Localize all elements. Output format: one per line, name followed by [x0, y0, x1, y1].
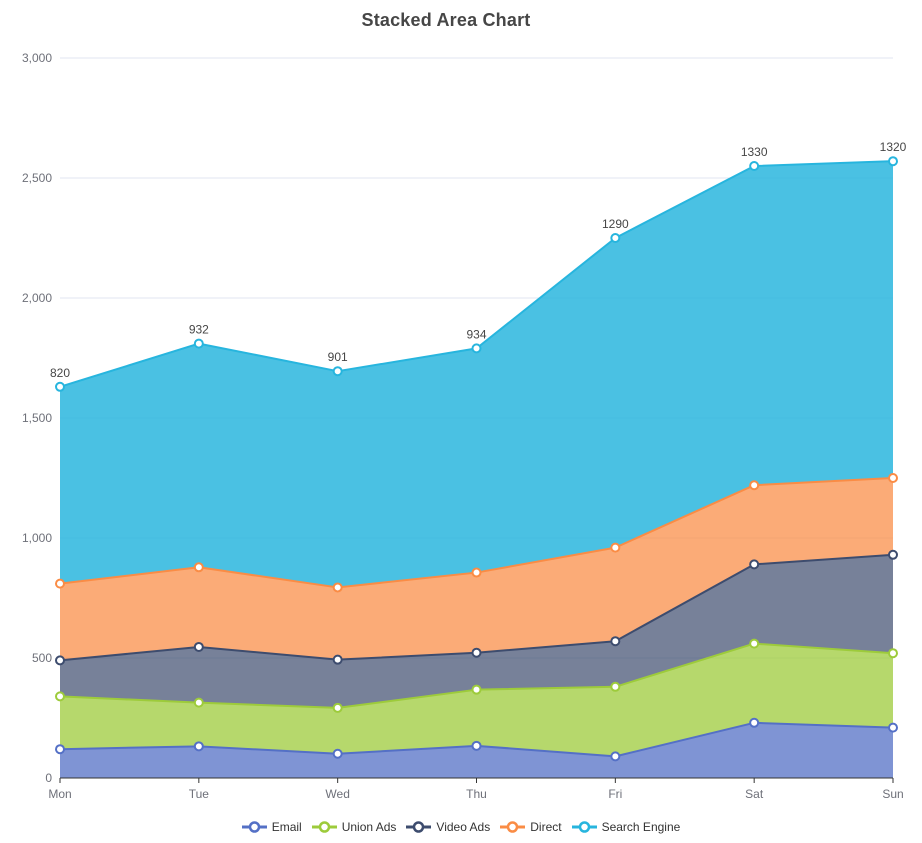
area-search-engine: [60, 161, 893, 588]
point-union-ads-fri[interactable]: [610, 681, 621, 692]
y-axis-tick-label: 3,000: [22, 51, 52, 65]
point-search-engine-fri[interactable]: [610, 233, 621, 243]
point-union-ads-wed[interactable]: [332, 702, 343, 713]
point-search-engine-tue[interactable]: [193, 338, 204, 349]
chart-title: Stacked Area Chart: [361, 10, 531, 30]
point-video-ads-thu[interactable]: [471, 647, 482, 658]
area-video-ads: [60, 554, 893, 708]
point-label: 1330: [741, 145, 768, 159]
y-axis-tick-label: 500: [32, 651, 52, 665]
point-email-wed[interactable]: [332, 748, 343, 759]
point-union-ads-sun[interactable]: [888, 648, 898, 659]
legend-item-video-ads[interactable]: Video Ads: [406, 820, 490, 834]
point-direct-sun[interactable]: [888, 473, 898, 483]
legend-label: Video Ads: [436, 820, 491, 834]
email-legend-marker-icon: [241, 821, 267, 833]
y-axis-tick-label: 0: [45, 771, 52, 785]
point-video-ads-mon[interactable]: [55, 655, 65, 666]
point-search-engine-mon[interactable]: [55, 381, 65, 392]
point-label: 934: [466, 327, 486, 341]
point-direct-sat[interactable]: [749, 480, 760, 491]
legend-item-direct[interactable]: Direct: [500, 820, 562, 834]
point-video-ads-sun[interactable]: [888, 549, 898, 560]
x-axis-tick-label: Sat: [745, 787, 764, 801]
direct-legend-marker-icon: [500, 821, 526, 833]
point-email-sun[interactable]: [888, 722, 898, 733]
legend-item-search-engine[interactable]: Search Engine: [571, 820, 681, 834]
point-label: 1290: [602, 217, 629, 231]
point-email-mon[interactable]: [55, 744, 65, 755]
point-label: 932: [189, 323, 209, 337]
point-video-ads-sat[interactable]: [749, 559, 760, 570]
x-axis-tick-label: Sun: [882, 787, 903, 801]
legend-label: Search Engine: [601, 820, 681, 834]
point-search-engine-sat[interactable]: [749, 161, 760, 171]
point-direct-wed[interactable]: [332, 582, 343, 593]
legend-label: Email: [271, 820, 302, 834]
area-direct: [60, 478, 893, 661]
point-direct-thu[interactable]: [471, 567, 482, 578]
point-search-engine-wed[interactable]: [332, 366, 343, 377]
point-direct-fri[interactable]: [610, 542, 621, 553]
point-email-sat[interactable]: [749, 717, 760, 728]
point-direct-tue[interactable]: [193, 562, 204, 573]
legend-item-union-ads[interactable]: Union Ads: [311, 820, 397, 834]
y-axis-tick-label: 1,500: [22, 411, 52, 425]
point-union-ads-thu[interactable]: [471, 684, 482, 695]
point-label: 1320: [880, 140, 907, 154]
union-ads-legend-marker-icon: [311, 821, 337, 833]
point-union-ads-mon[interactable]: [55, 691, 65, 702]
legend-label: Direct: [530, 820, 562, 834]
area-union-ads: [60, 643, 893, 757]
y-axis-tick-label: 2,000: [22, 291, 52, 305]
point-union-ads-sat[interactable]: [749, 638, 760, 649]
point-label: 820: [50, 366, 70, 380]
point-union-ads-tue[interactable]: [193, 697, 204, 708]
x-axis-tick-label: Tue: [189, 787, 210, 801]
video-ads-legend-marker-icon: [406, 821, 432, 833]
point-search-engine-sun[interactable]: [888, 156, 898, 167]
y-axis-tick-label: 1,000: [22, 531, 52, 545]
chart-legend: Email Union Ads Video Ads Direct Search Engi…: [0, 820, 922, 834]
point-video-ads-wed[interactable]: [332, 654, 343, 665]
legend-item-email[interactable]: Email: [241, 820, 302, 834]
x-axis-tick-label: Fri: [608, 787, 622, 801]
point-email-fri[interactable]: [610, 751, 621, 762]
stacked-area-chart: 820 932 901 934 1290 1330 1320 0 500 1,000 1,500 2,…: [22, 51, 907, 801]
point-email-tue[interactable]: [193, 741, 204, 752]
x-axis-tick-label: Wed: [325, 787, 349, 801]
legend-label: Union Ads: [341, 820, 397, 834]
search-engine-legend-marker-icon: [571, 821, 597, 833]
point-search-engine-thu[interactable]: [471, 343, 482, 354]
x-axis-tick-label: Mon: [48, 787, 71, 801]
point-label: 901: [328, 350, 348, 364]
point-email-thu[interactable]: [471, 740, 482, 751]
y-axis-tick-label: 2,500: [22, 171, 52, 185]
x-axis-tick-label: Thu: [466, 787, 487, 801]
point-video-ads-fri[interactable]: [610, 636, 621, 647]
point-video-ads-tue[interactable]: [193, 641, 204, 652]
point-direct-mon[interactable]: [55, 578, 65, 589]
